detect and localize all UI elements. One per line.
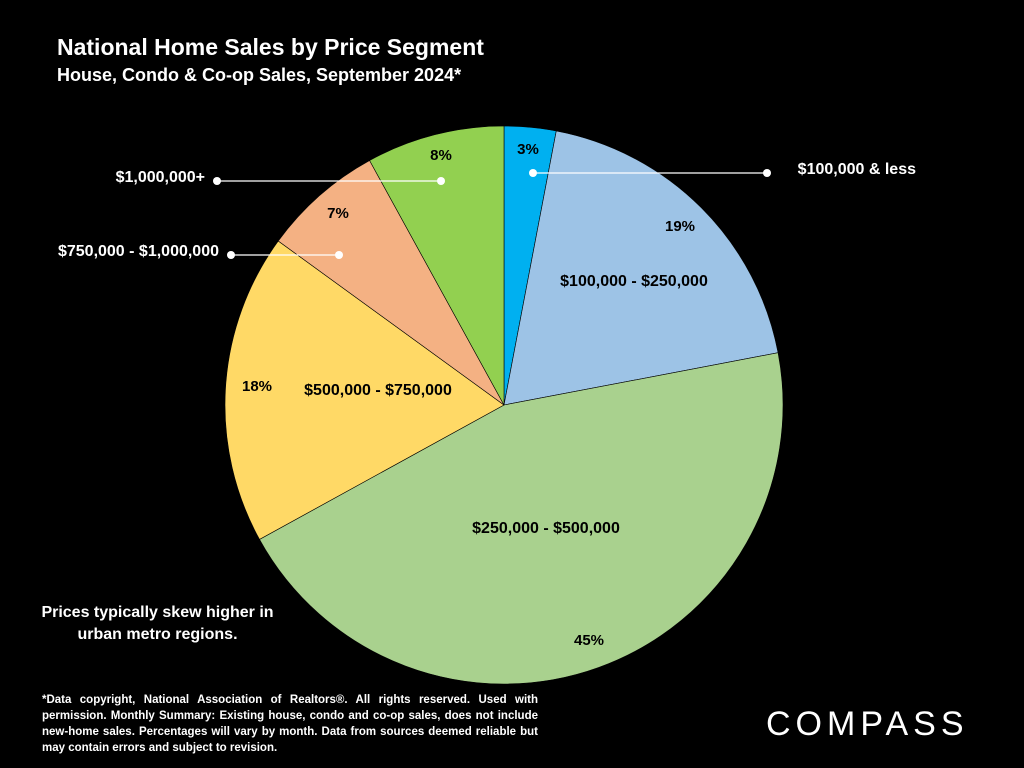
leader-dot-inner-100-000-less: [529, 169, 537, 177]
pct-label-750-000-1-000-000: 7%: [327, 205, 349, 222]
category-label-100-000-250-000: $100,000 - $250,000: [560, 273, 708, 290]
leader-dot-outer-750-000-1-000-000: [227, 251, 235, 259]
leader-dot-inner-1-000-000: [437, 177, 445, 185]
category-label-250-000-500-000: $250,000 - $500,000: [472, 520, 620, 537]
compass-logo: COMPASS: [766, 705, 969, 743]
pct-label-1-000-000: 8%: [430, 147, 452, 164]
pie-slice-750-000-1-000-000: [277, 160, 505, 406]
category-label-750-000-1-000-000: $750,000 - $1,000,000: [58, 243, 219, 260]
chart-note: Prices typically skew higher in urban me…: [41, 604, 274, 643]
pie-slice-500-000-750-000: [224, 240, 505, 540]
pct-label-100-000-250-000: 19%: [665, 218, 695, 235]
pie-slice-250-000-500-000: [259, 352, 784, 685]
leader-dot-inner-750-000-1-000-000: [335, 251, 343, 259]
leader-dot-outer-100-000-less: [763, 169, 771, 177]
footnote: *Data copyright, National Association of…: [42, 694, 538, 754]
pct-label-500-000-750-000: 18%: [242, 378, 272, 395]
category-label-500-000-750-000: $500,000 - $750,000: [304, 382, 452, 399]
chart-subtitle: House, Condo & Co-op Sales, September 20…: [57, 65, 462, 85]
pct-label-250-000-500-000: 45%: [574, 632, 604, 649]
chart-title: National Home Sales by Price Segment: [57, 34, 484, 60]
leader-dot-outer-1-000-000: [213, 177, 221, 185]
pct-label-100-000-less: 3%: [517, 141, 539, 158]
pie-slice-100-000-250-000: [503, 130, 779, 406]
category-label-1-000-000: $1,000,000+: [116, 169, 205, 186]
pie-slice-1-000-000: [369, 125, 505, 406]
category-label-100-000-less: $100,000 & less: [798, 161, 916, 178]
